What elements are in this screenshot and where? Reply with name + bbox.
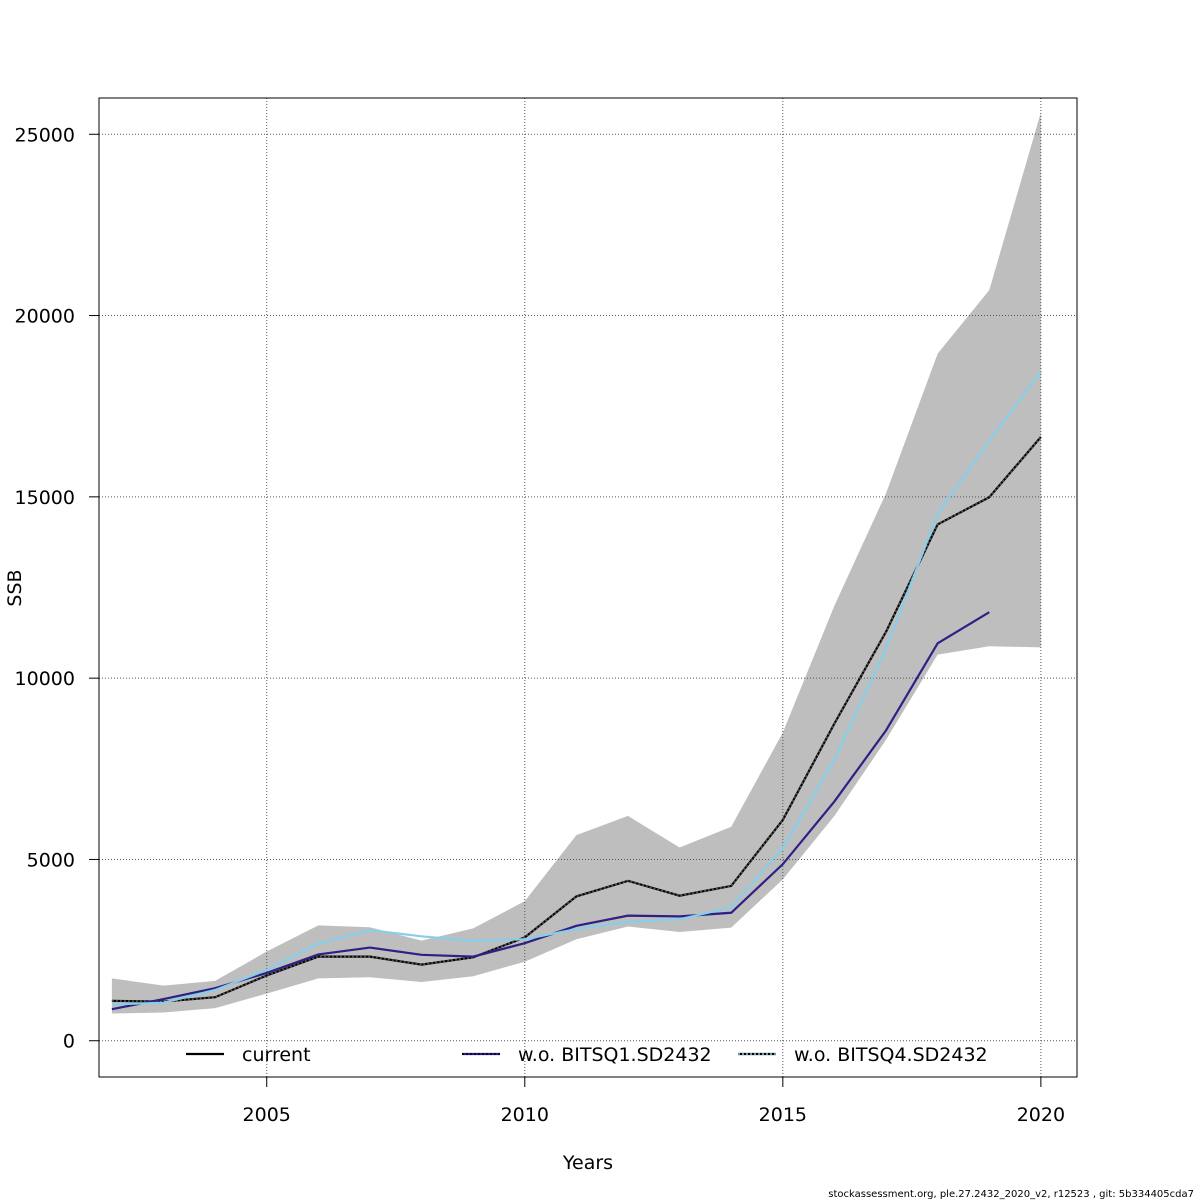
confidence-band — [111, 112, 1041, 1014]
y-tick-label: 15000 — [15, 487, 75, 509]
x-tick-label: 2010 — [501, 1104, 549, 1126]
grid-layer — [99, 98, 1077, 1077]
legend-label-wo-bitsq4: w.o. BITSQ4.SD2432 — [794, 1044, 988, 1066]
x-tick-label: 2015 — [759, 1104, 807, 1126]
x-tick-label: 2005 — [243, 1104, 291, 1126]
x-tick-label: 2020 — [1017, 1104, 1065, 1126]
footer-text: stockassessment.org, ple.27.2432_2020_v2… — [828, 1189, 1194, 1200]
legend-label-wo-bitsq1: w.o. BITSQ1.SD2432 — [518, 1044, 712, 1066]
y-tick-label: 5000 — [27, 849, 75, 871]
y-axis: 0 5000 10000 15000 20000 25000 — [15, 124, 99, 1053]
plot-frame — [98, 97, 1078, 1078]
y-tick-label: 10000 — [15, 668, 75, 690]
series-line-current — [111, 436, 1042, 1003]
y-tick-label: 25000 — [15, 124, 75, 146]
legend: current w.o. BITSQ1.SD2432 w.o. BITSQ4.SD2… — [186, 1044, 988, 1066]
series-layer — [111, 371, 1042, 1011]
x-axis-title: Years — [562, 1152, 613, 1174]
x-axis: 2005 2010 2015 2020 — [243, 1077, 1065, 1126]
series-line-wo-bitsq4 — [111, 371, 1042, 1006]
y-tick-label: 20000 — [15, 306, 75, 328]
y-tick-label: 0 — [63, 1031, 75, 1053]
legend-label-current: current — [242, 1044, 311, 1066]
y-axis-title: SSB — [4, 569, 26, 606]
confidence-band-layer — [111, 112, 1041, 1014]
